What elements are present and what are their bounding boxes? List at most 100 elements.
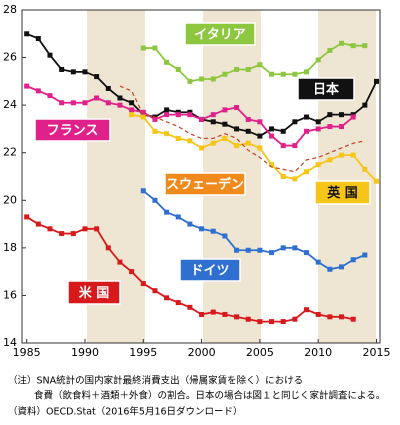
marker — [362, 43, 368, 49]
marker — [199, 76, 205, 82]
marker — [327, 124, 333, 130]
marker — [257, 145, 263, 151]
marker — [280, 174, 286, 179]
marker — [140, 45, 146, 51]
x-tick-label: 1990 — [71, 346, 99, 359]
marker — [175, 112, 181, 118]
series-line — [131, 113, 378, 182]
marker — [304, 128, 310, 134]
marker — [315, 311, 321, 317]
marker — [222, 233, 228, 239]
marker — [140, 114, 146, 120]
marker — [199, 145, 205, 151]
legend-label: イタリア — [194, 28, 245, 43]
legend-label: 英 国 — [326, 185, 358, 201]
marker — [269, 133, 275, 139]
marker — [304, 69, 310, 75]
x-tick-label: 2010 — [304, 346, 332, 359]
marker — [152, 197, 158, 203]
marker — [210, 76, 216, 82]
marker — [234, 66, 240, 72]
legend-box — [297, 77, 355, 101]
legend-label: スウェーデン — [166, 177, 244, 193]
marker — [140, 188, 146, 194]
marker — [315, 119, 321, 125]
marker — [327, 266, 333, 272]
marker — [117, 95, 123, 101]
marker — [374, 178, 380, 184]
marker — [315, 162, 321, 168]
note: （注）SNA統計の国内家計最終消費支出（帰属家賃を除く）における — [8, 375, 303, 387]
y-tick-label: 26 — [3, 51, 17, 64]
marker — [374, 78, 380, 84]
series-line — [119, 85, 365, 173]
marker — [257, 319, 263, 325]
marker — [222, 107, 228, 113]
marker — [47, 226, 53, 232]
marker — [245, 140, 251, 146]
marker — [105, 100, 111, 106]
marker — [339, 112, 345, 118]
marker — [292, 119, 298, 125]
y-tick-label: 22 — [3, 146, 17, 159]
marker — [234, 105, 240, 111]
y-tick-label: 24 — [3, 98, 17, 111]
marker — [70, 69, 76, 75]
y-tick-label: 18 — [3, 241, 17, 254]
marker — [327, 157, 333, 163]
marker — [339, 264, 345, 270]
marker — [339, 152, 345, 158]
marker — [140, 109, 146, 115]
marker — [222, 71, 228, 77]
note: （資料）OECD.Stat（2016年5月16日ダウンロード） — [8, 406, 243, 418]
marker — [245, 128, 251, 134]
marker — [292, 245, 298, 251]
marker — [222, 135, 228, 141]
marker — [187, 78, 193, 84]
frame — [21, 9, 381, 344]
marker — [82, 69, 88, 75]
marker — [94, 95, 100, 101]
marker — [280, 143, 286, 149]
marker — [164, 107, 170, 113]
marker — [304, 114, 310, 120]
marker — [350, 316, 356, 322]
marker — [129, 112, 135, 118]
x-tick-label: 2000 — [188, 346, 216, 359]
marker — [315, 126, 321, 132]
marker — [164, 209, 170, 215]
marker — [152, 45, 158, 51]
x-tick-label: 1985 — [13, 346, 41, 359]
x-tick-label: 2005 — [246, 346, 274, 359]
marker — [105, 245, 111, 251]
marker — [339, 314, 345, 320]
marker — [350, 43, 356, 49]
marker — [175, 135, 181, 141]
marker — [175, 66, 181, 72]
marker — [210, 119, 216, 125]
legend-box — [67, 280, 121, 305]
marker — [175, 300, 181, 306]
marker — [47, 52, 53, 58]
y-tick-label: 14 — [3, 336, 17, 349]
marker — [210, 112, 216, 118]
marker — [210, 228, 216, 234]
marker — [339, 40, 345, 46]
marker — [152, 128, 158, 134]
x-tick-label: 1995 — [129, 346, 157, 359]
marker — [82, 226, 88, 232]
band — [318, 10, 376, 343]
marker — [24, 83, 30, 89]
marker — [269, 126, 275, 132]
marker — [70, 231, 76, 237]
marker — [245, 66, 251, 72]
marker — [257, 133, 263, 139]
marker — [199, 311, 205, 317]
legend-box — [164, 172, 246, 196]
marker — [339, 124, 345, 130]
legend-label: ドイツ — [190, 264, 229, 279]
marker — [327, 112, 333, 118]
marker — [35, 88, 41, 94]
marker — [187, 138, 193, 144]
marker — [24, 214, 30, 220]
